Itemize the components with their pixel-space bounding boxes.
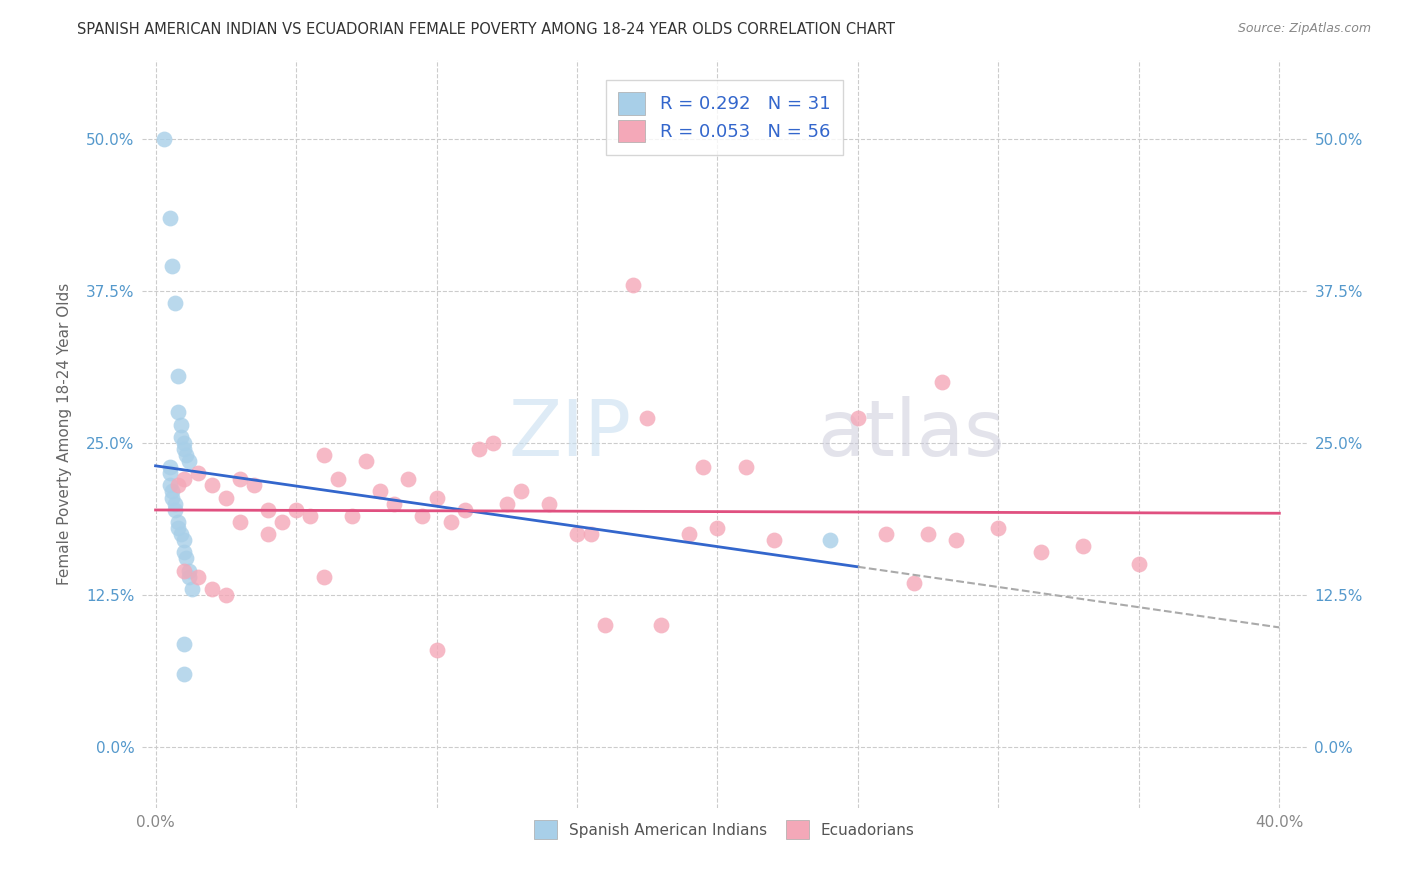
Point: [173, 472, 195, 486]
Point: [342, 508, 364, 523]
Point: [439, 515, 461, 529]
Point: [411, 508, 433, 523]
Point: [173, 564, 195, 578]
Point: [179, 564, 201, 578]
Point: [176, 551, 198, 566]
Point: [314, 569, 336, 583]
Point: [987, 521, 1010, 535]
Point: [159, 467, 181, 481]
Point: [565, 527, 588, 541]
Point: [176, 448, 198, 462]
Point: [509, 484, 531, 499]
Point: [875, 527, 897, 541]
Point: [173, 667, 195, 681]
Point: [153, 131, 176, 145]
Point: [1029, 545, 1052, 559]
Point: [396, 472, 419, 486]
Point: [734, 460, 756, 475]
Point: [299, 508, 322, 523]
Point: [215, 491, 238, 505]
Point: [706, 521, 728, 535]
Text: atlas: atlas: [818, 396, 1005, 472]
Point: [579, 527, 602, 541]
Point: [1128, 558, 1150, 572]
Point: [167, 515, 190, 529]
Point: [173, 533, 195, 548]
Point: [314, 448, 336, 462]
Point: [173, 545, 195, 559]
Point: [201, 582, 224, 596]
Point: [243, 478, 266, 492]
Point: [162, 260, 184, 274]
Point: [945, 533, 967, 548]
Point: [257, 527, 280, 541]
Point: [593, 618, 616, 632]
Point: [165, 497, 187, 511]
Point: [215, 588, 238, 602]
Point: [170, 417, 193, 432]
Point: [931, 375, 953, 389]
Point: [162, 491, 184, 505]
Point: [187, 467, 209, 481]
Point: [917, 527, 939, 541]
Point: [382, 497, 405, 511]
Text: ZIP: ZIP: [508, 396, 631, 472]
Point: [636, 411, 658, 425]
Point: [170, 527, 193, 541]
Legend: Spanish American Indians, Ecuadorians: Spanish American Indians, Ecuadorians: [529, 814, 921, 845]
Point: [187, 569, 209, 583]
Point: [678, 527, 700, 541]
Text: Source: ZipAtlas.com: Source: ZipAtlas.com: [1237, 22, 1371, 36]
Point: [537, 497, 560, 511]
Point: [159, 460, 181, 475]
Point: [165, 502, 187, 516]
Point: [903, 575, 925, 590]
Point: [257, 502, 280, 516]
Point: [1071, 539, 1094, 553]
Point: [692, 460, 714, 475]
Point: [159, 211, 181, 225]
Point: [167, 478, 190, 492]
Point: [846, 411, 869, 425]
Point: [170, 430, 193, 444]
Text: SPANISH AMERICAN INDIAN VS ECUADORIAN FEMALE POVERTY AMONG 18-24 YEAR OLDS CORRE: SPANISH AMERICAN INDIAN VS ECUADORIAN FE…: [77, 22, 896, 37]
Point: [818, 533, 841, 548]
Point: [229, 472, 252, 486]
Point: [165, 296, 187, 310]
Point: [179, 454, 201, 468]
Point: [159, 478, 181, 492]
Point: [621, 277, 644, 292]
Point: [650, 618, 672, 632]
Point: [229, 515, 252, 529]
Point: [181, 582, 204, 596]
Point: [453, 502, 475, 516]
Point: [173, 435, 195, 450]
Point: [425, 642, 447, 657]
Point: [179, 569, 201, 583]
Point: [271, 515, 294, 529]
Point: [368, 484, 391, 499]
Point: [173, 442, 195, 456]
Point: [173, 636, 195, 650]
Point: [762, 533, 785, 548]
Point: [495, 497, 517, 511]
Point: [467, 442, 489, 456]
Point: [285, 502, 308, 516]
Point: [481, 435, 503, 450]
Point: [162, 484, 184, 499]
Y-axis label: Female Poverty Among 18-24 Year Olds: Female Poverty Among 18-24 Year Olds: [58, 283, 72, 585]
Point: [425, 491, 447, 505]
Point: [201, 478, 224, 492]
Point: [167, 405, 190, 419]
Point: [167, 521, 190, 535]
Point: [356, 454, 378, 468]
Point: [328, 472, 350, 486]
Point: [167, 368, 190, 383]
